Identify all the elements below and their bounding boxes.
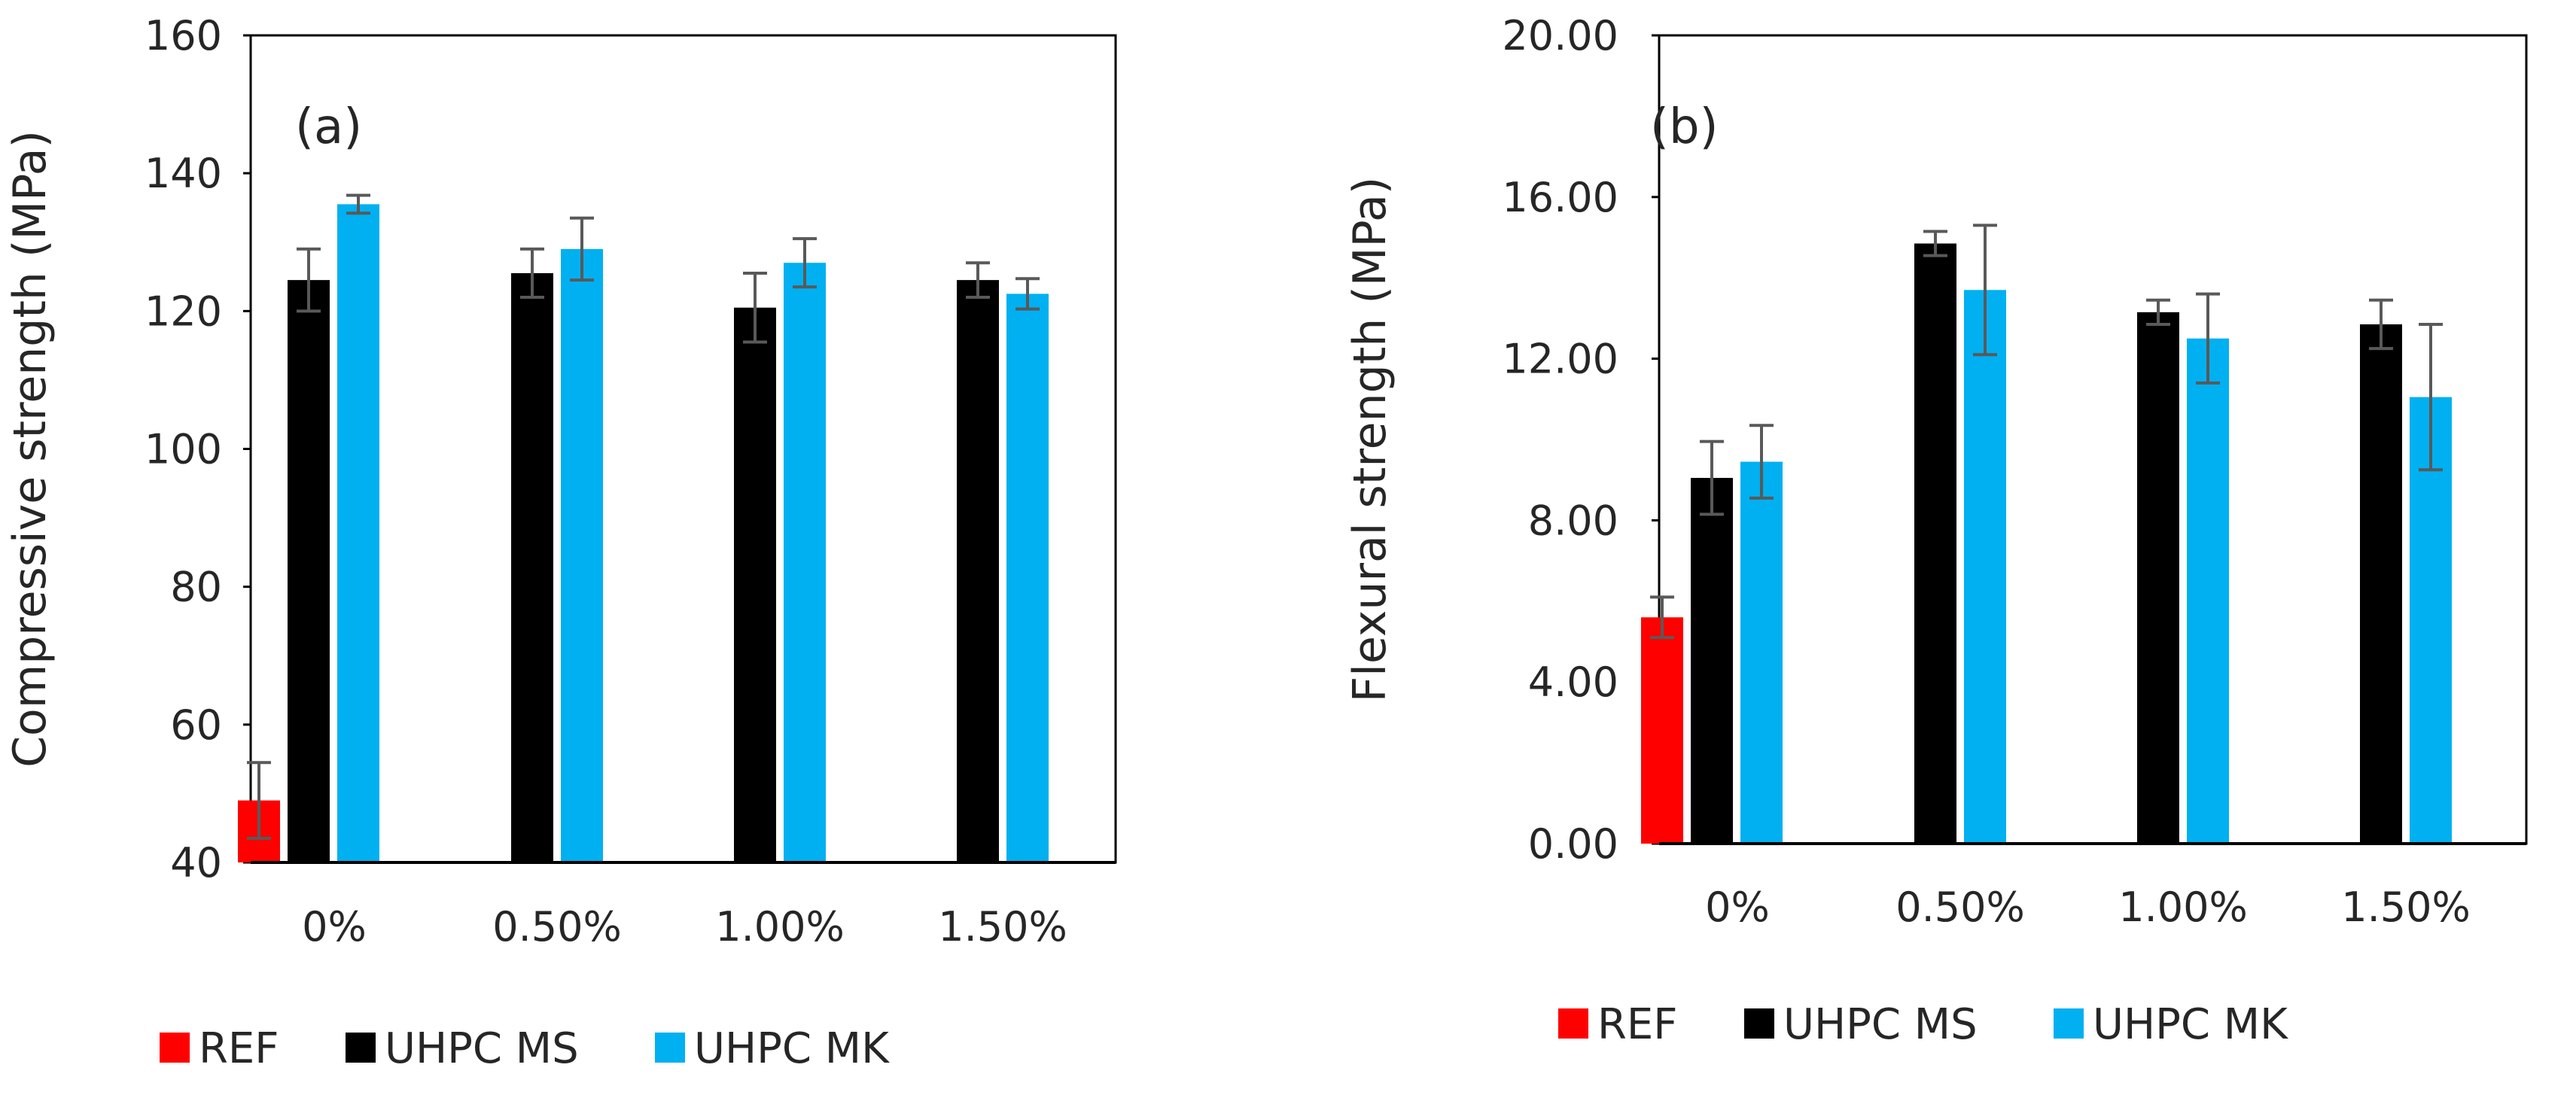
legend-label-mk: UHPC MK bbox=[2093, 1000, 2288, 1049]
bar-mk-0 bbox=[1740, 461, 1783, 844]
legend-label-ref: REF bbox=[1597, 1000, 1678, 1049]
bar-ms-2 bbox=[2137, 312, 2179, 844]
bar-mk-1 bbox=[1964, 290, 2006, 844]
panel-label: (a) bbox=[295, 99, 362, 155]
legend-swatch-ref bbox=[1558, 1008, 1588, 1039]
y-axis-title: Compressive strength (MPa) bbox=[4, 130, 56, 768]
bar-mk-0 bbox=[337, 204, 379, 863]
x-category-label: 1.00% bbox=[2118, 884, 2248, 931]
x-category-label: 1.50% bbox=[938, 903, 1067, 951]
y-tick-label: 100 bbox=[145, 426, 222, 473]
bar-mk-3 bbox=[2410, 397, 2452, 844]
bar-mk-1 bbox=[561, 248, 603, 862]
legend-swatch-ref bbox=[160, 1033, 190, 1063]
legend-swatch-mk bbox=[655, 1033, 685, 1063]
x-category-label: 0% bbox=[1705, 884, 1770, 931]
panel-label: (b) bbox=[1650, 99, 1719, 155]
chart-panel-a: 40 60 80 100 120 140 160 Compressive strength (… bbox=[4, 12, 1117, 1073]
legend-label-ms: UHPC MS bbox=[1783, 1000, 1978, 1049]
legend-swatch-mk bbox=[2054, 1008, 2084, 1039]
bar-ms-1 bbox=[511, 272, 553, 862]
bar-ms-1 bbox=[1914, 243, 1956, 844]
x-category-label: 0.50% bbox=[492, 903, 622, 951]
y-tick-label: 120 bbox=[145, 287, 222, 335]
y-tick-label: 40 bbox=[170, 839, 222, 887]
legend-swatch-ms bbox=[346, 1033, 376, 1063]
legend-swatch-ms bbox=[1744, 1008, 1774, 1039]
y-tick-label: 80 bbox=[170, 564, 222, 611]
bar-ms-0 bbox=[1691, 478, 1733, 844]
bar-ref-0 bbox=[1641, 617, 1683, 844]
y-tick-label: 160 bbox=[145, 12, 222, 59]
y-tick-label: 8.00 bbox=[1528, 497, 1618, 544]
bar-ms-2 bbox=[734, 307, 776, 863]
y-tick-label: 140 bbox=[145, 150, 222, 197]
bar-mk-2 bbox=[784, 263, 826, 863]
legend-label-mk: UHPC MK bbox=[694, 1024, 890, 1073]
bar-mk-3 bbox=[1006, 294, 1049, 862]
legend-label-ref: REF bbox=[199, 1024, 279, 1073]
y-tick-label: 16.00 bbox=[1502, 174, 1618, 221]
y-axis-title: Flexural strength (MPa) bbox=[1344, 177, 1396, 702]
y-tick-label: 12.00 bbox=[1502, 336, 1618, 383]
bar-mk-2 bbox=[2187, 338, 2229, 844]
y-tick-label: 60 bbox=[170, 701, 222, 749]
legend-label-ms: UHPC MS bbox=[385, 1024, 579, 1073]
y-tick-label: 20.00 bbox=[1502, 12, 1618, 59]
bar-ms-3 bbox=[957, 280, 999, 862]
x-category-label: 1.00% bbox=[715, 903, 845, 951]
bar-ms-0 bbox=[288, 280, 330, 862]
y-tick-label: 0.00 bbox=[1528, 820, 1618, 868]
chart-panel-b: 0.00 4.00 8.00 12.00 16.00 20.00 Flexural stre… bbox=[1344, 12, 2528, 1049]
x-category-label: 0% bbox=[302, 903, 367, 951]
x-category-label: 0.50% bbox=[1895, 884, 2025, 931]
y-tick-label: 4.00 bbox=[1528, 659, 1618, 706]
x-category-label: 1.50% bbox=[2341, 884, 2471, 931]
bar-ms-3 bbox=[2360, 324, 2402, 844]
